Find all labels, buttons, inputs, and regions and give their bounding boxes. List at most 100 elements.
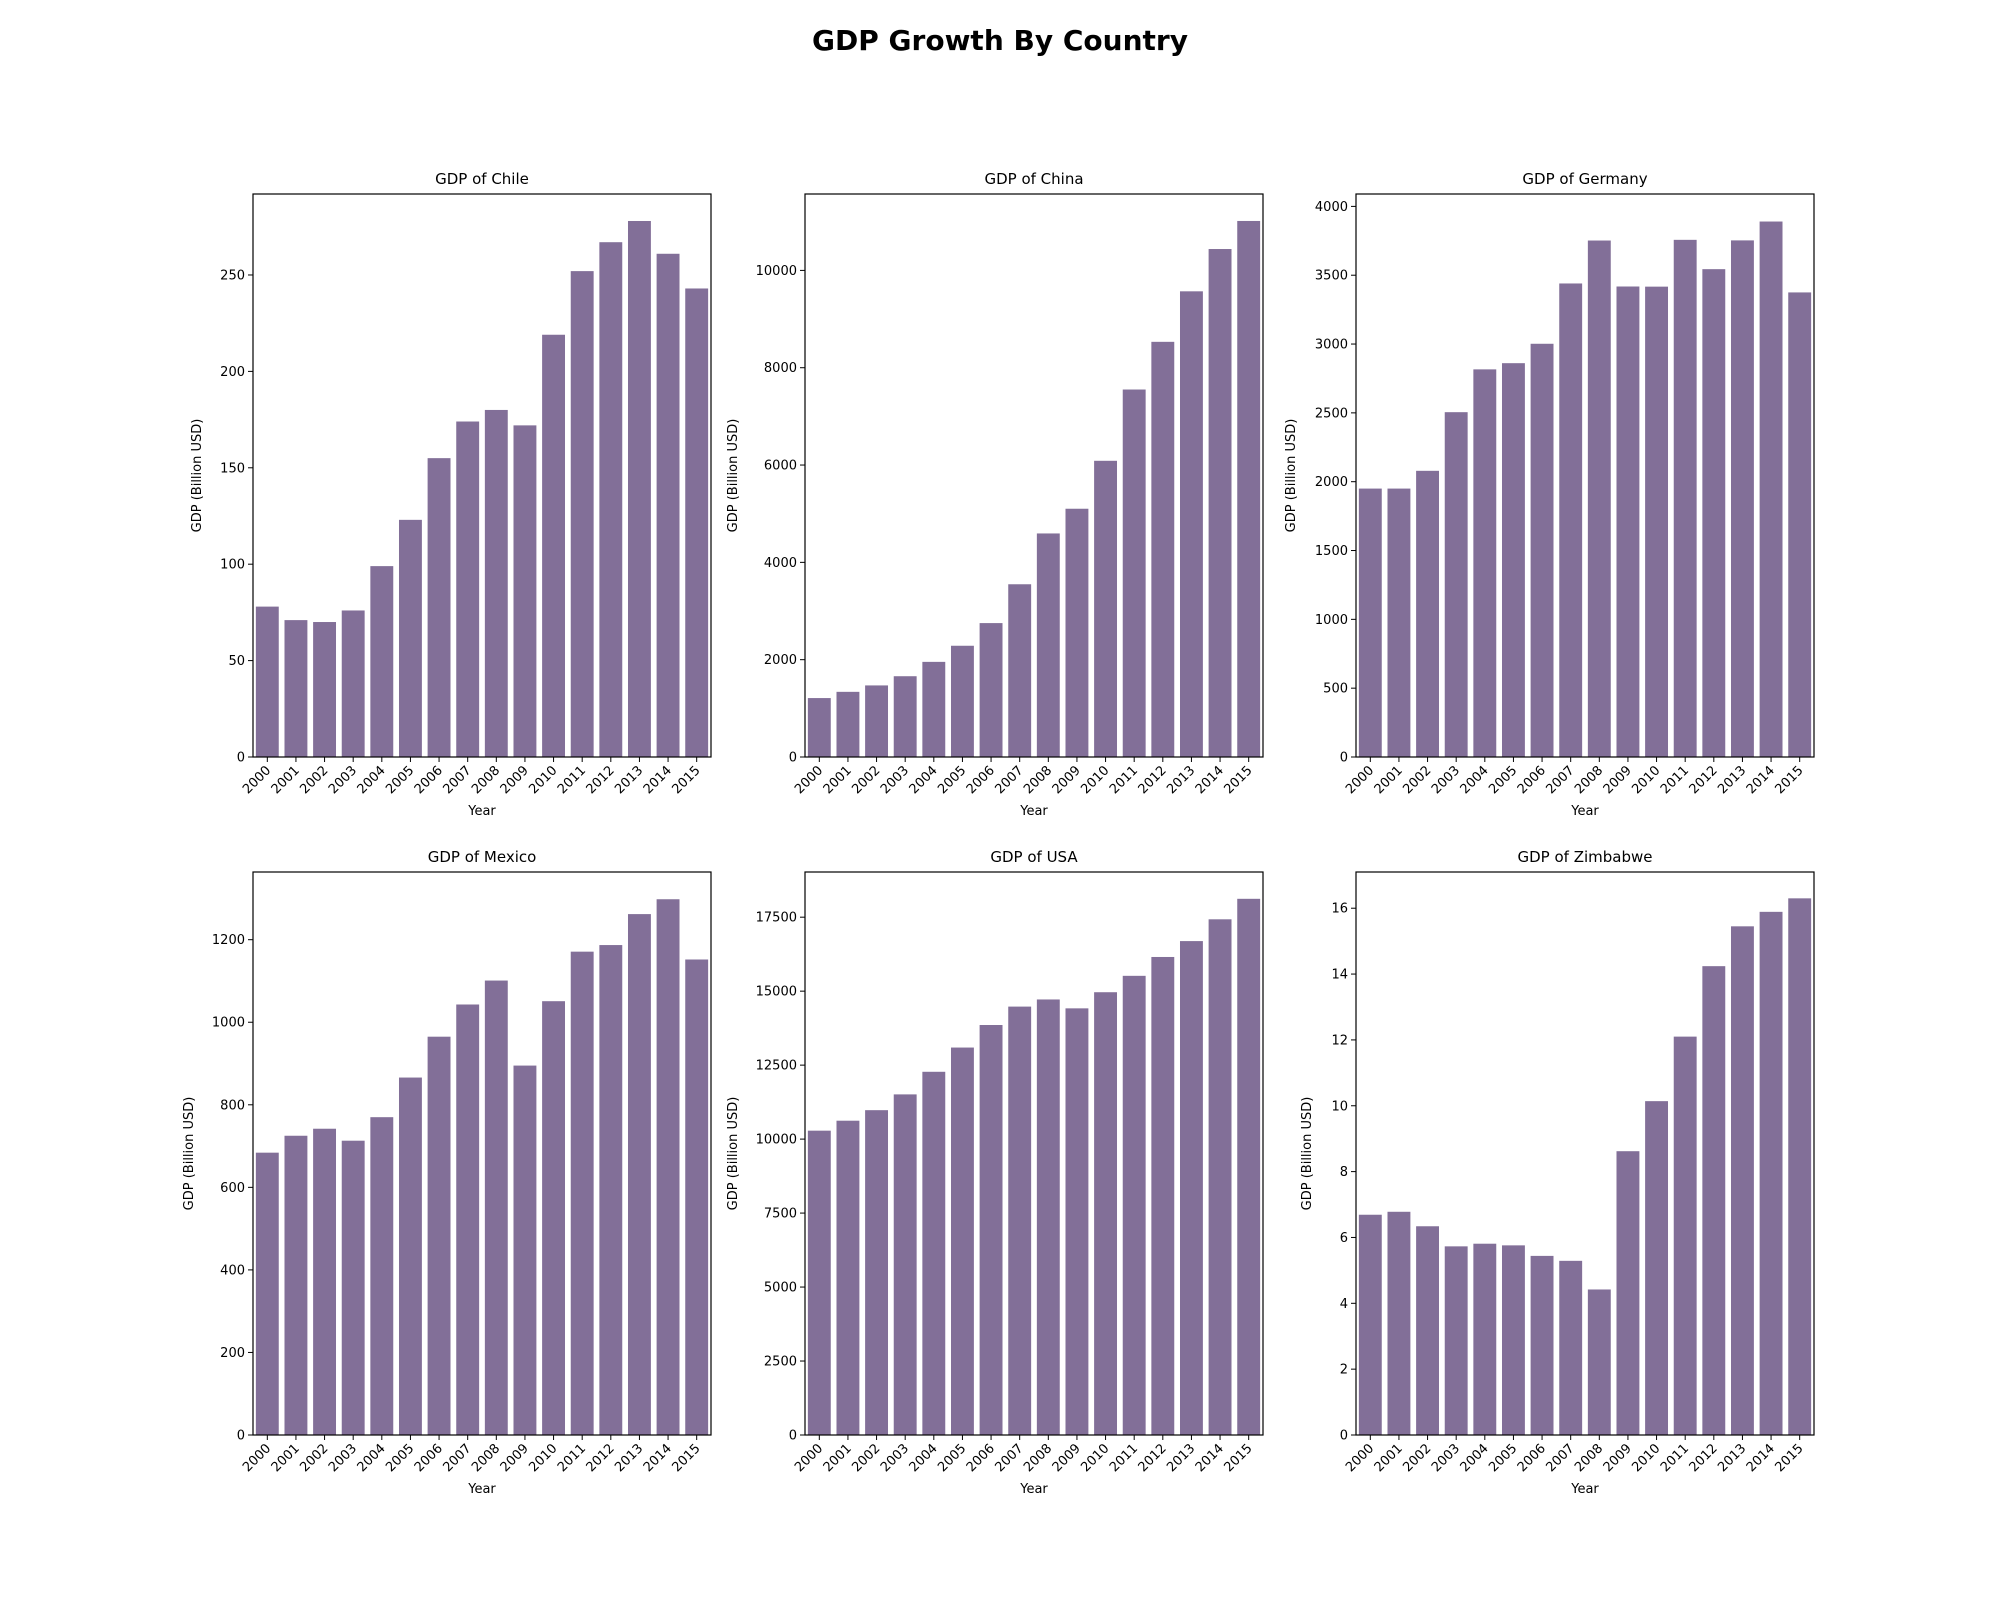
bar-2014	[1208, 919, 1232, 1435]
x-tick-label: 2003	[878, 1441, 912, 1475]
bar-2006	[979, 1025, 1003, 1435]
x-tick-label: 2015	[1773, 763, 1807, 797]
y-tick-label: 3000	[1315, 338, 1348, 353]
x-tick-label: 2003	[1429, 1441, 1463, 1475]
x-tick-label: 2011	[1658, 1441, 1692, 1475]
plot-frame	[252, 871, 712, 1436]
bar-2004	[1473, 1243, 1497, 1435]
x-tick-label: 2014	[1744, 1441, 1778, 1475]
y-tick-label: 0	[1340, 1429, 1348, 1444]
y-tick-label: 600	[220, 1181, 245, 1196]
y-tick-label: 5000	[764, 1281, 797, 1296]
bar-2013	[1179, 941, 1203, 1435]
y-tick-label: 12	[1331, 1033, 1348, 1048]
x-tick-label: 2009	[1050, 763, 1084, 797]
panel-3: GDP of Germany 0 500 1000 1500 2000 2500 3000 35…	[1284, 170, 1815, 819]
x-tick-label: 2002	[1400, 1441, 1434, 1475]
bar-2015	[1788, 292, 1812, 757]
x-tick-label: 2000	[1343, 763, 1377, 797]
y-tick-label: 6000	[764, 459, 797, 474]
plot-frame	[1355, 871, 1815, 1436]
x-tick-label: 2008	[1021, 1441, 1055, 1475]
bar-2010	[1094, 460, 1118, 757]
bar-2004	[1473, 369, 1497, 757]
bar-2011	[1122, 975, 1146, 1435]
y-tick-label: 250	[220, 268, 245, 283]
y-tick-label: 1000	[1315, 613, 1348, 628]
bar-2015	[685, 959, 709, 1435]
y-tick-label: 8	[1340, 1165, 1348, 1180]
plot-frame	[804, 193, 1264, 758]
y-tick-label: 400	[220, 1263, 245, 1278]
y-tick-label: 10000	[756, 1133, 797, 1148]
bar-2008	[1587, 1289, 1611, 1435]
bar-2001	[1387, 488, 1411, 757]
x-tick-label: 2000	[792, 763, 826, 797]
x-tick-label: 2004	[907, 763, 941, 797]
x-tick-label: 2009	[498, 1441, 532, 1475]
x-tick-label: 2001	[269, 763, 303, 797]
bar-2012	[599, 945, 623, 1435]
bar-2009	[513, 1065, 537, 1435]
bar-2005	[950, 1047, 974, 1435]
x-tick-label: 2001	[821, 763, 855, 797]
bar-2000	[1358, 488, 1382, 757]
bar-2015	[1237, 220, 1261, 757]
bar-2013	[627, 220, 651, 758]
x-tick-label: 2011	[555, 763, 589, 797]
y-tick-label: 2000	[1315, 475, 1348, 490]
bar-2009	[1065, 508, 1089, 757]
x-tick-label: 2004	[1458, 763, 1492, 797]
figure-title: GDP Growth By Country	[812, 24, 1188, 57]
bar-2002	[865, 1110, 889, 1435]
bar-2008	[484, 980, 508, 1435]
bar-2003	[893, 676, 917, 757]
bar-2012	[599, 242, 623, 757]
plot-frame	[804, 871, 1264, 1436]
bar-2002	[1416, 1226, 1440, 1435]
bar-2009	[513, 425, 537, 757]
bar-2001	[284, 1135, 308, 1435]
bar-2011	[570, 951, 594, 1435]
bar-2000	[807, 698, 831, 757]
bar-2014	[1208, 249, 1232, 757]
x-tick-label: 2005	[935, 1441, 969, 1475]
y-tick-label: 0	[237, 751, 245, 766]
x-tick-label: 2012	[1136, 763, 1170, 797]
x-axis-label: Year	[1019, 1482, 1048, 1497]
bar-2008	[484, 409, 508, 757]
y-tick-label: 500	[1323, 682, 1348, 697]
x-tick-label: 2014	[1193, 763, 1227, 797]
x-tick-label: 2010	[526, 763, 560, 797]
bar-2007	[456, 1004, 480, 1435]
x-tick-label: 2008	[1021, 763, 1055, 797]
bar-2003	[341, 1140, 365, 1435]
x-tick-label: 2013	[612, 763, 646, 797]
bar-2003	[893, 1094, 917, 1435]
x-tick-label: 2000	[792, 1441, 826, 1475]
bar-2002	[865, 685, 889, 757]
x-tick-label: 2013	[1715, 763, 1749, 797]
bar-2011	[1673, 1036, 1697, 1435]
x-tick-label: 2013	[1715, 1441, 1749, 1475]
x-tick-label: 2003	[878, 763, 912, 797]
bar-2000	[255, 1152, 279, 1435]
x-tick-label: 2011	[555, 1441, 589, 1475]
x-tick-label: 2015	[670, 763, 704, 797]
x-tick-label: 2007	[1544, 1441, 1578, 1475]
x-tick-label: 2010	[1629, 1441, 1663, 1475]
bar-2009	[1065, 1008, 1089, 1435]
plot-frame	[1355, 193, 1815, 758]
bar-2005	[1501, 363, 1525, 757]
panel-1: GDP of Chile0501001502002502000200120022…	[190, 170, 712, 819]
x-tick-label: 2013	[1164, 763, 1198, 797]
x-tick-label: 2008	[469, 1441, 503, 1475]
x-tick-label: 2009	[1601, 763, 1635, 797]
bar-2011	[1673, 239, 1697, 758]
x-tick-label: 2006	[412, 1441, 446, 1475]
panel-4: GDP of Mexico020040060080010001200200020…	[182, 848, 712, 1497]
bar-2008	[1587, 240, 1611, 757]
y-tick-label: 2500	[764, 1355, 797, 1370]
x-tick-label: 2005	[383, 763, 417, 797]
panel-title: GDP of USA	[990, 848, 1078, 866]
